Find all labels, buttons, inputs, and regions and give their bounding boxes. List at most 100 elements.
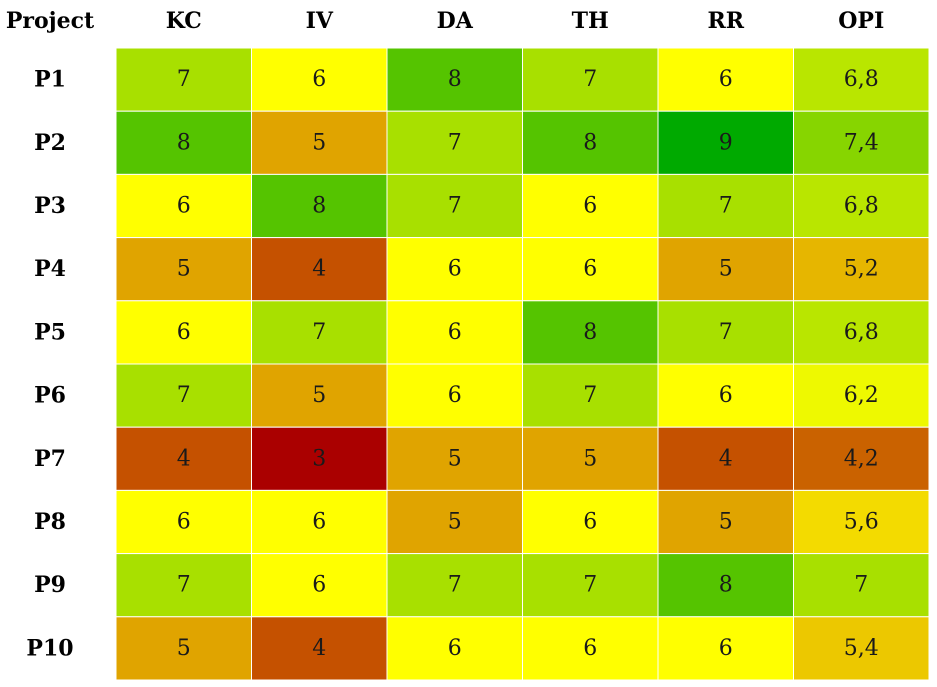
column-headers: KC IV DA TH RR OPI [166, 8, 885, 34]
heatmap-cell-value: 4 [312, 257, 326, 282]
heatmap-cell-value: 7 [177, 573, 191, 598]
heatmap-cell-p8-kc: 6 [115, 489, 252, 555]
heatmap-cell-fill [793, 553, 930, 618]
row-header-p3: P3 [34, 193, 66, 219]
heatmap-cell-value: 5 [177, 257, 191, 282]
heatmap-cell-p8-iv: 6 [251, 489, 388, 555]
heatmap-cell-fill [251, 110, 388, 175]
column-header-th: TH [572, 8, 609, 34]
heatmap-cell-fill [115, 489, 252, 555]
heatmap-cell-fill [793, 363, 930, 428]
heatmap-cell-value: 8 [583, 320, 597, 345]
heatmap-cell-fill [657, 489, 794, 555]
heatmap-cell-fill [386, 426, 523, 491]
heatmap-cell-p10-th: 6 [522, 616, 659, 681]
heatmap-cell-fill [115, 300, 252, 365]
heatmap-cell-fill [251, 553, 388, 618]
heatmap-cell-value: 5 [312, 130, 326, 155]
heatmap-cell-value: 5,4 [844, 636, 879, 661]
heatmap-cell-p10-opi: 5,4 [793, 616, 930, 681]
heatmap-cell-fill [657, 173, 794, 239]
heatmap-cell-value: 6 [312, 67, 326, 92]
heatmap-cell-fill [251, 426, 388, 491]
heatmap-cell-p8-th: 6 [522, 489, 659, 555]
heatmap-cell-p2-opi: 7,4 [793, 110, 930, 175]
heatmap-cell-fill [386, 173, 523, 239]
heatmap-cell-p1-opi: 6,8 [793, 47, 930, 112]
heatmap-cell-value: 6 [719, 383, 733, 408]
heatmap-cell-value: 7 [719, 320, 733, 345]
heatmap-cell-p7-th: 5 [522, 426, 659, 491]
heatmap-cell-p5-kc: 6 [115, 300, 252, 365]
heatmap-cell-fill [386, 237, 523, 302]
heatmap-cell-value: 5,2 [844, 257, 879, 282]
heatmap-cell-value: 6,8 [844, 320, 879, 345]
heatmap-cell-value: 6 [177, 194, 191, 219]
heatmap-cell-p6-iv: 5 [251, 363, 388, 428]
heatmap-cell-p2-da: 7 [386, 110, 523, 175]
heatmap-cell-value: 4 [719, 446, 733, 471]
heatmap-cell-value: 7 [177, 67, 191, 92]
heatmap-cell-fill [115, 47, 252, 112]
heatmap-cell-p4-opi: 5,2 [793, 237, 930, 302]
heatmap-cell-fill [115, 616, 252, 681]
heatmap-cell-fill [386, 489, 523, 555]
heatmap-cell-p3-kc: 6 [115, 173, 252, 239]
row-header-p10: P10 [26, 635, 73, 661]
heatmap-cell-value: 7 [448, 130, 462, 155]
heatmap-cell-value: 7 [312, 320, 326, 345]
heatmap-cell-p1-da: 8 [386, 47, 523, 112]
heatmap-cell-p6-da: 6 [386, 363, 523, 428]
heatmap-cell-value: 6,8 [844, 194, 879, 219]
heatmap-cell-p7-da: 5 [386, 426, 523, 491]
heatmap-cell-fill [793, 237, 930, 302]
heatmap-cell-fill [522, 110, 659, 175]
heatmap-cell-value: 8 [312, 194, 326, 219]
heatmap-cell-p2-iv: 5 [251, 110, 388, 175]
heatmap-cell-p9-kc: 7 [115, 553, 252, 618]
row-header-p5: P5 [34, 319, 66, 345]
heatmap-cell-p8-da: 5 [386, 489, 523, 555]
heatmap-cell-fill [115, 426, 252, 491]
heatmap-cell-fill [115, 363, 252, 428]
heatmap-cell-p3-da: 7 [386, 173, 523, 239]
heatmap-cell-p6-th: 7 [522, 363, 659, 428]
heatmap-cell-p3-opi: 6,8 [793, 173, 930, 239]
heatmap-cell-fill [793, 300, 930, 365]
column-header-kc: KC [166, 8, 202, 34]
heatmap-cell-value: 7 [854, 573, 868, 598]
row-header-p7: P7 [34, 446, 66, 472]
heatmap-cell-p10-da: 6 [386, 616, 523, 681]
row-header-p4: P4 [34, 256, 66, 282]
heatmap-cell-p4-rr: 5 [657, 237, 794, 302]
heatmap-cell-fill [657, 300, 794, 365]
heatmap-cell-p4-kc: 5 [115, 237, 252, 302]
heatmap-cell-p7-iv: 3 [251, 426, 388, 491]
heatmap-cell-fill [115, 237, 252, 302]
corner-label: Project [6, 8, 95, 34]
heatmap-cell-value: 6 [719, 67, 733, 92]
heatmap-cell-value: 7 [448, 194, 462, 219]
heatmap-cell-fill [793, 426, 930, 491]
heatmap-cell-p10-rr: 6 [657, 616, 794, 681]
heatmap-cell-fill [251, 237, 388, 302]
heatmap-cell-value: 6 [448, 636, 462, 661]
heatmap-cell-value: 7 [583, 383, 597, 408]
heatmap-cell-value: 5 [719, 510, 733, 535]
heatmap-cell-fill [386, 300, 523, 365]
heatmap-cell-value: 6 [177, 510, 191, 535]
heatmap-cell-p1-rr: 6 [657, 47, 794, 112]
heatmap-cell-value: 6 [583, 510, 597, 535]
heatmap-cell-value: 7 [583, 67, 597, 92]
heatmap-cell-p2-th: 8 [522, 110, 659, 175]
heatmap-cell-p5-th: 8 [522, 300, 659, 365]
row-header-p8: P8 [34, 509, 66, 535]
heatmap-cell-fill [386, 47, 523, 112]
heatmap-cell-p3-rr: 7 [657, 173, 794, 239]
heatmap-cell-fill [793, 110, 930, 175]
heatmap-cell-value: 7 [448, 573, 462, 598]
heatmap-cell-value: 6,8 [844, 67, 879, 92]
heatmap-cell-p9-opi: 7 [793, 553, 930, 618]
row-headers: P1 P2 P3 P4 P5 P6 P7 P8 P9 P10 [26, 67, 73, 662]
heatmap-cell-p1-kc: 7 [115, 47, 252, 112]
